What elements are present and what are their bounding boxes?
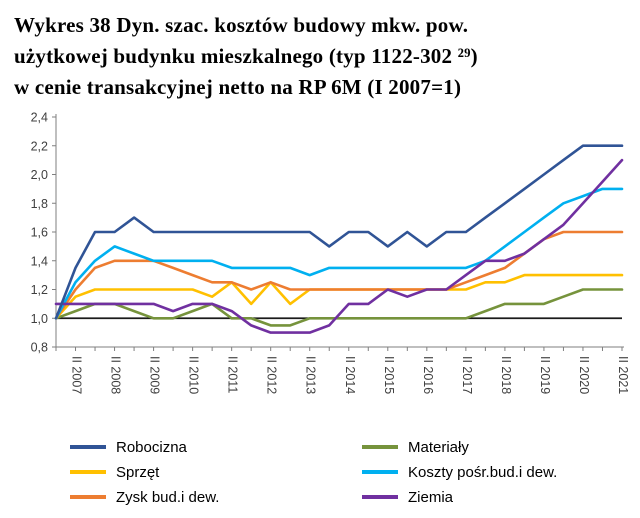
x-axis-tick-label: II 2010 [187,356,201,394]
x-axis-tick-label: II 2009 [148,356,162,394]
chart-title: Wykres 38 Dyn. szac. kosztów budowy mkw.… [8,8,632,109]
chart-legend: Robocizna Materiały Sprzęt Koszty pośr.bud.… [8,431,632,506]
legend-swatch-materialy [362,445,398,450]
y-axis-tick-label: 1,8 [31,196,48,210]
chart-title-line-1: Wykres 38 Dyn. szac. kosztów budowy mkw.… [14,13,469,37]
series-line-sprzet [54,273,624,320]
line-chart: 0,8 1,0 1,2 1,4 1,6 1,8 2,0 2,2 2,4 II 2007 II 200… [31,110,630,394]
series-line-materialy [54,287,624,327]
legend-item-koszty-posr-bud-i-dew: Koszty pośr.bud.i dew. [362,464,632,481]
y-axis-tick-label: 2,2 [31,139,48,153]
legend-item-robocizna: Robocizna [70,439,362,456]
y-axis-tick-label: 2,0 [31,168,48,182]
legend-swatch-zysk-bud-i-dew [70,495,106,500]
legend-swatch-sprzet [70,470,106,475]
legend-item-sprzet: Sprzęt [70,464,362,481]
x-axis-tick-label: II 2019 [538,356,552,394]
x-axis-tick-label: II 2008 [109,356,123,394]
legend-item-materialy: Materiały [362,439,632,456]
y-axis-tick-label: 1,6 [31,225,48,239]
legend-label-koszty-posr-bud-i-dew: Koszty pośr.bud.i dew. [408,463,558,481]
series-line-ziemia [54,158,624,334]
series-line-robocizna [54,143,624,320]
y-axis-tick-label: 1,4 [31,254,48,268]
legend-label-materialy: Materiały [408,438,469,456]
x-axis-tick-label: II 2011 [226,356,240,393]
legend-item-zysk-bud-i-dew: Zysk bud.i dew. [70,489,362,506]
chart-title-line-3: w cenie transakcyjnej netto na RP 6M (I … [14,74,462,99]
legend-swatch-ziemia [362,495,398,500]
legend-label-sprzet: Sprzęt [116,463,160,481]
x-axis-tick-label: II 2021 [616,356,630,394]
legend-label-robocizna: Robocizna [116,438,187,456]
y-axis-tick-label: 2,4 [31,110,48,124]
x-axis-tick-label: II 2016 [421,356,435,394]
x-axis-tick-label: II 2007 [70,356,84,394]
x-axis-tick-label: II 2014 [343,356,357,394]
x-axis-tick-label: II 2015 [382,356,396,394]
y-axis-tick-label: 1,2 [31,283,48,297]
series-line-koszty-posr-bud-i-dew [54,187,624,320]
chart-title-line-2: użytkowej budynku mieszkalnego (typ 1122… [14,43,478,68]
legend-swatch-koszty-posr-bud-i-dew [362,470,398,475]
x-axis-tick-label: II 2012 [265,356,279,394]
legend-swatch-robocizna [70,445,106,450]
legend-label-zysk-bud-i-dew: Zysk bud.i dew. [116,488,220,506]
x-axis-tick-label: II 2018 [499,356,513,394]
legend-item-ziemia: Ziemia [362,489,632,506]
x-axis-tick-label: II 2013 [304,356,318,394]
x-axis-tick-label: II 2020 [577,356,591,394]
y-axis-tick-label: 1,0 [31,311,48,325]
x-axis-tick-label: II 2017 [460,356,474,394]
y-axis-tick-label: 0,8 [31,340,48,354]
legend-label-ziemia: Ziemia [408,488,454,506]
